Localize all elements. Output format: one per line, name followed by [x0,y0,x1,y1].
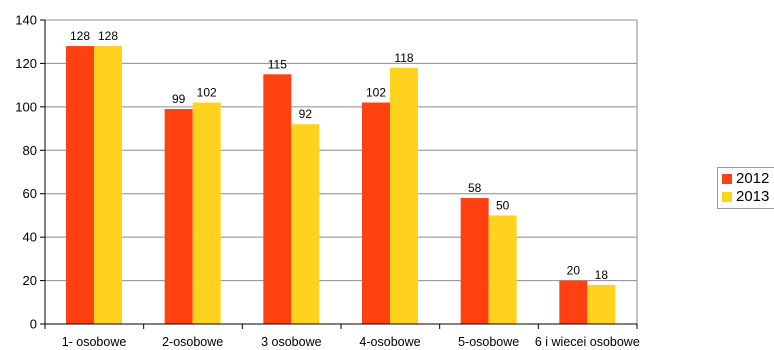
legend-item-2013: 2013 [722,188,769,206]
y-tick-label: 60 [23,186,37,201]
bar-2012-1 [164,109,193,325]
y-tick-label: 0 [30,317,37,332]
data-label: 99 [172,92,186,106]
data-label: 58 [468,181,482,195]
x-tick-label: 5-osobowe [458,335,519,349]
data-label: 102 [197,86,217,100]
bar-2013-3 [390,67,418,325]
x-tick-label: 6 i wiecei osobowe [535,335,640,349]
x-tick-label: 2-osobowe [162,335,223,349]
y-tick-label: 20 [23,273,37,288]
axis-layer: 0 20 40 60 80 100 120 140 1- osobowe 2-osobowe 3 o… [15,13,640,350]
data-label: 50 [496,198,510,212]
data-label: 92 [299,107,313,121]
x-tick-label: 4-osobowe [359,335,420,349]
y-tick-label: 80 [23,143,37,158]
chart-legend: 2012 2013 [717,167,774,209]
y-tick-label: 40 [23,230,37,245]
legend-swatch-2013 [722,192,732,202]
y-tick-label: 100 [15,99,37,114]
y-tick-label: 120 [15,56,37,71]
bar-2012-0 [66,46,94,325]
data-label: 102 [366,86,386,100]
legend-label-2013: 2013 [736,188,770,205]
data-label: 128 [70,29,90,43]
bar-2013-1 [192,102,221,324]
legend-item-2012: 2012 [722,170,769,188]
plot-area-border [44,19,638,325]
data-label: 118 [394,51,413,65]
legend-label-2012: 2012 [736,170,770,187]
bar-2013-2 [291,124,320,324]
legend-swatch-2012 [722,174,732,184]
grid-layer [44,19,638,325]
x-tick-label: 3 osobowe [261,335,322,349]
bar-2013-5 [587,284,616,324]
bars-layer [66,46,616,325]
data-label: 18 [595,268,609,282]
y-tick-label: 140 [15,13,37,28]
bar-2013-4 [488,215,517,324]
bar-2012-3 [362,102,390,324]
bar-2012-4 [460,198,489,324]
bar-2012-2 [263,74,292,325]
bar-2012-5 [559,280,588,324]
data-label: 128 [98,29,118,43]
labels-layer: 128 128 99 102 115 92 102 118 58 50 20 18 [70,29,608,282]
data-label: 115 [268,57,287,71]
data-label: 20 [567,264,581,278]
x-tick-label: 1- osobowe [62,335,127,349]
bar-2013-0 [94,46,122,325]
